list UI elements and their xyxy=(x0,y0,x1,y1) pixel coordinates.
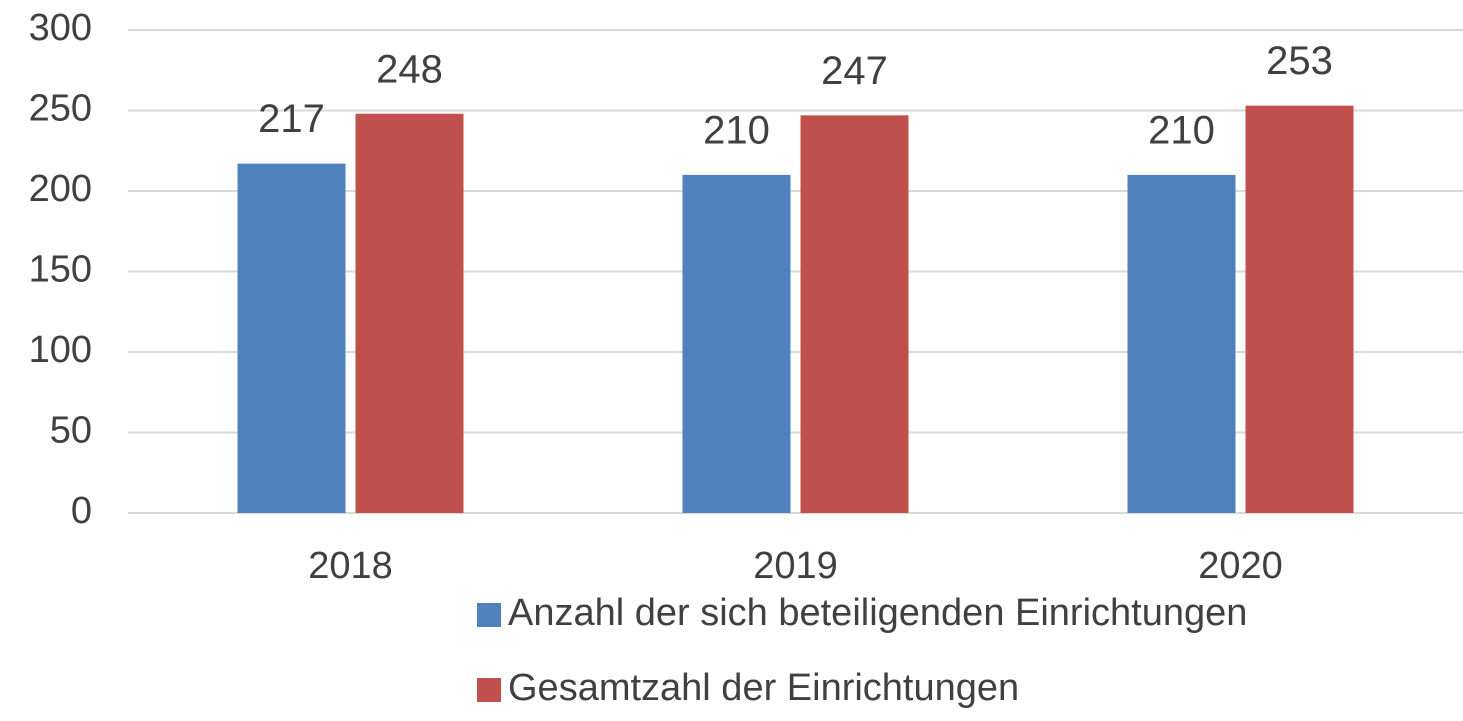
bar xyxy=(237,163,346,513)
data-label: 247 xyxy=(821,49,888,93)
x-tick-label: 2019 xyxy=(753,545,838,587)
x-tick-label: 2020 xyxy=(1198,545,1283,587)
data-label: 217 xyxy=(258,97,325,141)
legend-label: Anzahl der sich beteiligenden Einrichtun… xyxy=(508,592,1247,634)
bar xyxy=(355,113,464,513)
y-tick-label: 150 xyxy=(29,249,92,291)
x-tick-label: 2018 xyxy=(308,545,393,587)
legend-swatch xyxy=(477,603,501,627)
legend-swatch xyxy=(477,678,501,702)
y-tick-label: 100 xyxy=(29,329,92,371)
y-tick-label: 50 xyxy=(50,410,92,452)
data-label: 253 xyxy=(1266,39,1333,83)
bar xyxy=(1245,105,1354,514)
data-label: 210 xyxy=(1148,108,1215,152)
legend-label: Gesamtzahl der Einrichtungen xyxy=(508,667,1019,709)
bar xyxy=(682,174,791,513)
y-tick-label: 0 xyxy=(71,490,92,532)
data-label: 210 xyxy=(703,108,770,152)
y-tick-label: 250 xyxy=(29,88,92,130)
y-tick-label: 200 xyxy=(29,168,92,210)
bar xyxy=(800,115,909,513)
data-label: 248 xyxy=(376,47,443,91)
bar xyxy=(1127,174,1236,513)
y-tick-label: 300 xyxy=(29,7,92,49)
